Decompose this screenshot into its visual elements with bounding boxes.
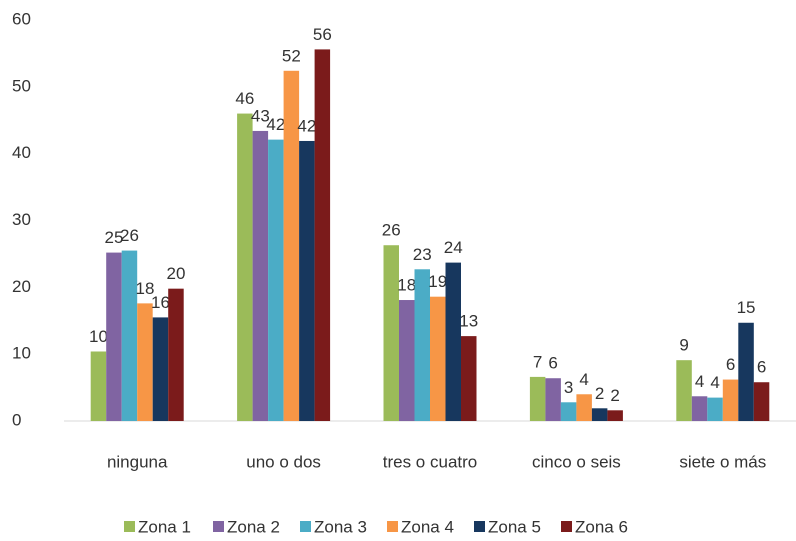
y-tick-label: 20	[12, 277, 31, 296]
bar	[591, 408, 608, 421]
legend-label: Zona 1	[138, 517, 191, 536]
legend-swatch	[300, 521, 311, 532]
data-label: 25	[104, 228, 123, 247]
bar	[121, 250, 138, 421]
bar	[106, 252, 122, 421]
bar	[268, 139, 284, 422]
legend-swatch	[561, 521, 572, 532]
data-label: 26	[120, 226, 139, 245]
bar	[691, 396, 708, 421]
data-label: 6	[757, 358, 766, 377]
data-label: 6	[548, 354, 557, 373]
legend-swatch	[124, 521, 135, 532]
bar	[414, 269, 430, 421]
data-label: 18	[397, 276, 416, 295]
data-label: 6	[726, 355, 735, 374]
bar	[560, 402, 577, 421]
x-tick-label: uno o dos	[246, 452, 321, 471]
data-label: 24	[444, 238, 463, 257]
bar	[137, 303, 153, 421]
data-label: 56	[313, 25, 332, 44]
y-tick-label: 10	[12, 344, 31, 363]
data-label: 7	[533, 352, 542, 371]
data-label: 46	[235, 89, 254, 108]
bar	[152, 317, 169, 421]
data-label: 13	[459, 312, 478, 331]
y-tick-label: 60	[12, 9, 31, 28]
x-tick-label: ninguna	[107, 452, 168, 471]
x-tick-label: tres o cuatro	[383, 452, 478, 471]
data-label: 4	[710, 373, 719, 392]
legend-label: Zona 5	[488, 517, 541, 536]
bar	[545, 378, 561, 421]
legend-label: Zona 2	[227, 517, 280, 536]
data-label: 4	[695, 372, 704, 391]
bar	[383, 245, 399, 421]
legend-swatch	[213, 521, 224, 532]
data-label: 43	[251, 106, 270, 125]
bar	[399, 300, 415, 421]
bar	[283, 70, 300, 421]
legend-label: Zona 6	[575, 517, 628, 536]
data-label: 2	[595, 384, 604, 403]
y-tick-label: 30	[12, 210, 31, 229]
data-label: 26	[382, 221, 401, 240]
bar	[576, 394, 592, 421]
data-label: 3	[564, 378, 573, 397]
y-tick-label: 40	[12, 143, 31, 162]
bar	[753, 382, 770, 421]
bar	[676, 360, 692, 421]
y-tick-label: 50	[12, 76, 31, 95]
data-label: 2	[610, 386, 619, 405]
bar	[707, 397, 723, 421]
data-label: 23	[413, 245, 432, 264]
bar	[299, 140, 315, 422]
bar	[607, 410, 623, 421]
data-label: 10	[89, 327, 108, 346]
bar	[90, 351, 107, 421]
legend-swatch	[387, 521, 398, 532]
bar	[738, 322, 754, 421]
legend-label: Zona 4	[401, 517, 454, 536]
bar	[430, 296, 446, 421]
data-label: 9	[679, 336, 688, 355]
data-label: 19	[428, 272, 447, 291]
legend-label: Zona 3	[314, 517, 367, 536]
data-label: 18	[135, 279, 154, 298]
bar	[237, 113, 253, 422]
data-label: 4	[579, 370, 588, 389]
legend-swatch	[474, 521, 485, 532]
data-label: 16	[151, 293, 170, 312]
bar	[445, 262, 461, 421]
data-label: 15	[737, 298, 756, 317]
data-label: 42	[297, 116, 316, 135]
x-tick-label: cinco o seis	[532, 452, 621, 471]
bar	[168, 288, 184, 421]
bar	[461, 336, 477, 421]
bar	[314, 49, 331, 421]
bar	[529, 376, 546, 421]
data-label: 20	[166, 264, 185, 283]
data-label: 42	[266, 115, 285, 134]
bar	[722, 379, 739, 421]
bar	[252, 130, 269, 421]
x-tick-label: siete o más	[679, 452, 766, 471]
data-label: 52	[282, 46, 301, 65]
y-tick-label: 0	[12, 410, 21, 429]
